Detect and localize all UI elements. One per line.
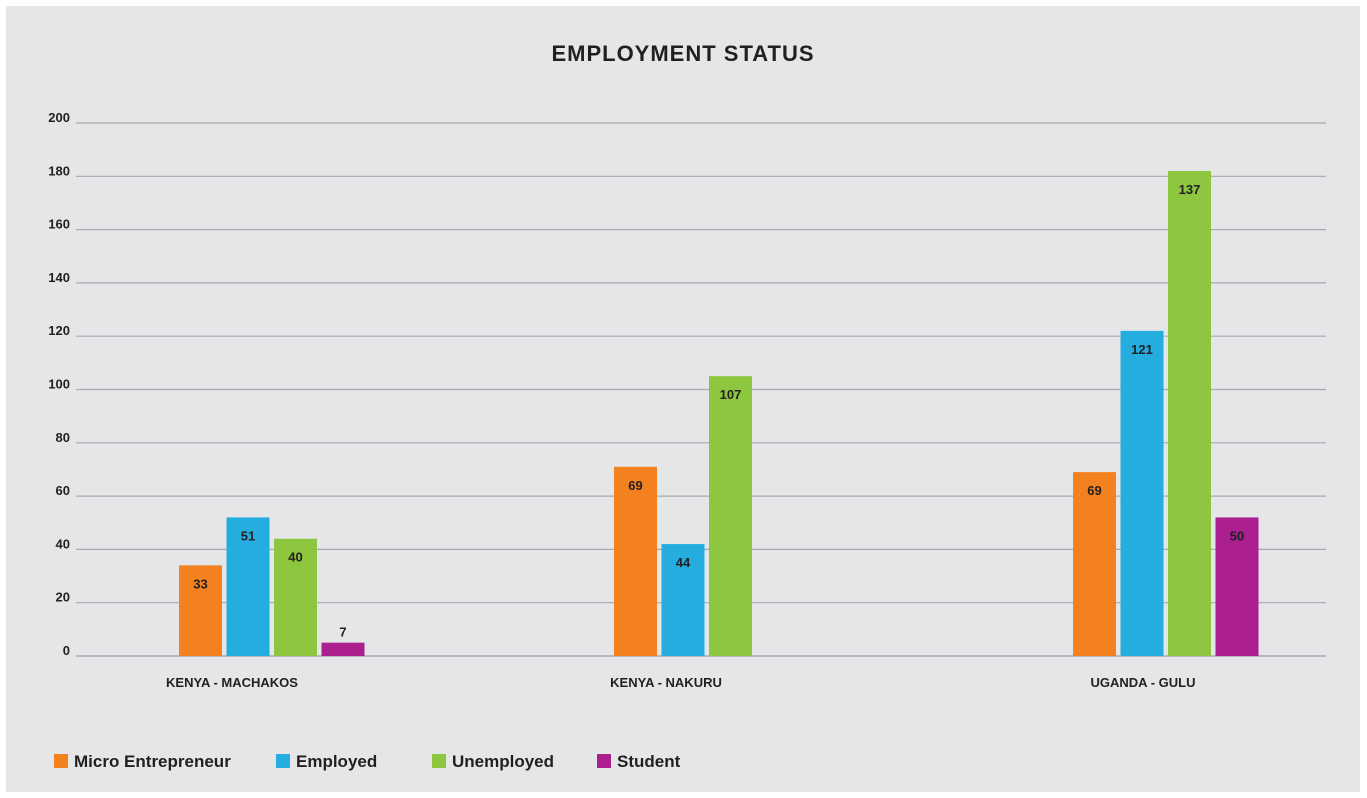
bar	[179, 565, 222, 656]
y-tick-label: 20	[56, 590, 70, 605]
bar	[321, 642, 365, 656]
y-tick-label: 180	[48, 163, 70, 178]
legend-label: Student	[617, 752, 681, 771]
data-label: 69	[628, 478, 642, 493]
chart-frame: EMPLOYMENT STATUS 0 20 40 60 80 100 120 140 160 1…	[6, 6, 1360, 792]
bar	[1073, 472, 1116, 656]
data-label: 50	[1230, 528, 1244, 543]
legend-item: Micro Entrepreneur	[54, 752, 231, 771]
data-label: 7	[339, 625, 346, 640]
bar	[226, 517, 270, 656]
data-label: 137	[1179, 182, 1201, 197]
y-tick-label: 100	[48, 377, 70, 392]
legend-label: Employed	[296, 752, 377, 771]
y-tick-label: 200	[48, 110, 70, 125]
chart-title: EMPLOYMENT STATUS	[551, 41, 814, 66]
legend-label: Micro Entrepreneur	[74, 752, 231, 771]
data-label: 121	[1131, 342, 1153, 357]
y-axis-ticks: 0 20 40 60 80 100 120 140 160 180 200	[48, 110, 70, 658]
y-tick-label: 40	[56, 536, 70, 551]
legend-swatch	[54, 754, 68, 768]
y-tick-label: 0	[63, 643, 70, 658]
y-tick-label: 140	[48, 270, 70, 285]
bar	[1120, 330, 1164, 656]
bar	[274, 538, 317, 656]
y-tick-label: 160	[48, 217, 70, 232]
x-tick-label: UGANDA - GULU	[1091, 675, 1196, 690]
y-tick-label: 120	[48, 323, 70, 338]
bar	[614, 466, 657, 656]
x-axis-ticks: KENYA - MACHAKOS KENYA - NAKURU UGANDA - G…	[166, 675, 1195, 690]
data-label: 33	[193, 576, 207, 591]
legend-item: Student	[597, 752, 681, 771]
data-label: 107	[720, 387, 742, 402]
legend: Micro Entrepreneur Employed Unemployed Stud…	[54, 752, 681, 771]
x-tick-label: KENYA - MACHAKOS	[166, 675, 298, 690]
y-tick-label: 80	[56, 430, 70, 445]
x-tick-label: KENYA - NAKURU	[610, 675, 722, 690]
legend-item: Employed	[276, 752, 377, 771]
bar	[1168, 170, 1211, 656]
legend-item: Unemployed	[432, 752, 554, 771]
y-tick-label: 60	[56, 483, 70, 498]
bar	[1215, 517, 1259, 656]
bars: 33 51 40 7 69 44 107 69 121 137 50	[179, 170, 1259, 656]
legend-swatch	[432, 754, 446, 768]
bar	[661, 544, 705, 656]
data-label: 40	[288, 550, 302, 565]
legend-swatch	[276, 754, 290, 768]
bar	[709, 376, 752, 656]
legend-label: Unemployed	[452, 752, 554, 771]
legend-swatch	[597, 754, 611, 768]
data-label: 51	[241, 528, 255, 543]
data-label: 69	[1087, 483, 1101, 498]
data-label: 44	[676, 555, 691, 570]
employment-status-chart: EMPLOYMENT STATUS 0 20 40 60 80 100 120 140 160 1…	[48, 41, 1326, 771]
